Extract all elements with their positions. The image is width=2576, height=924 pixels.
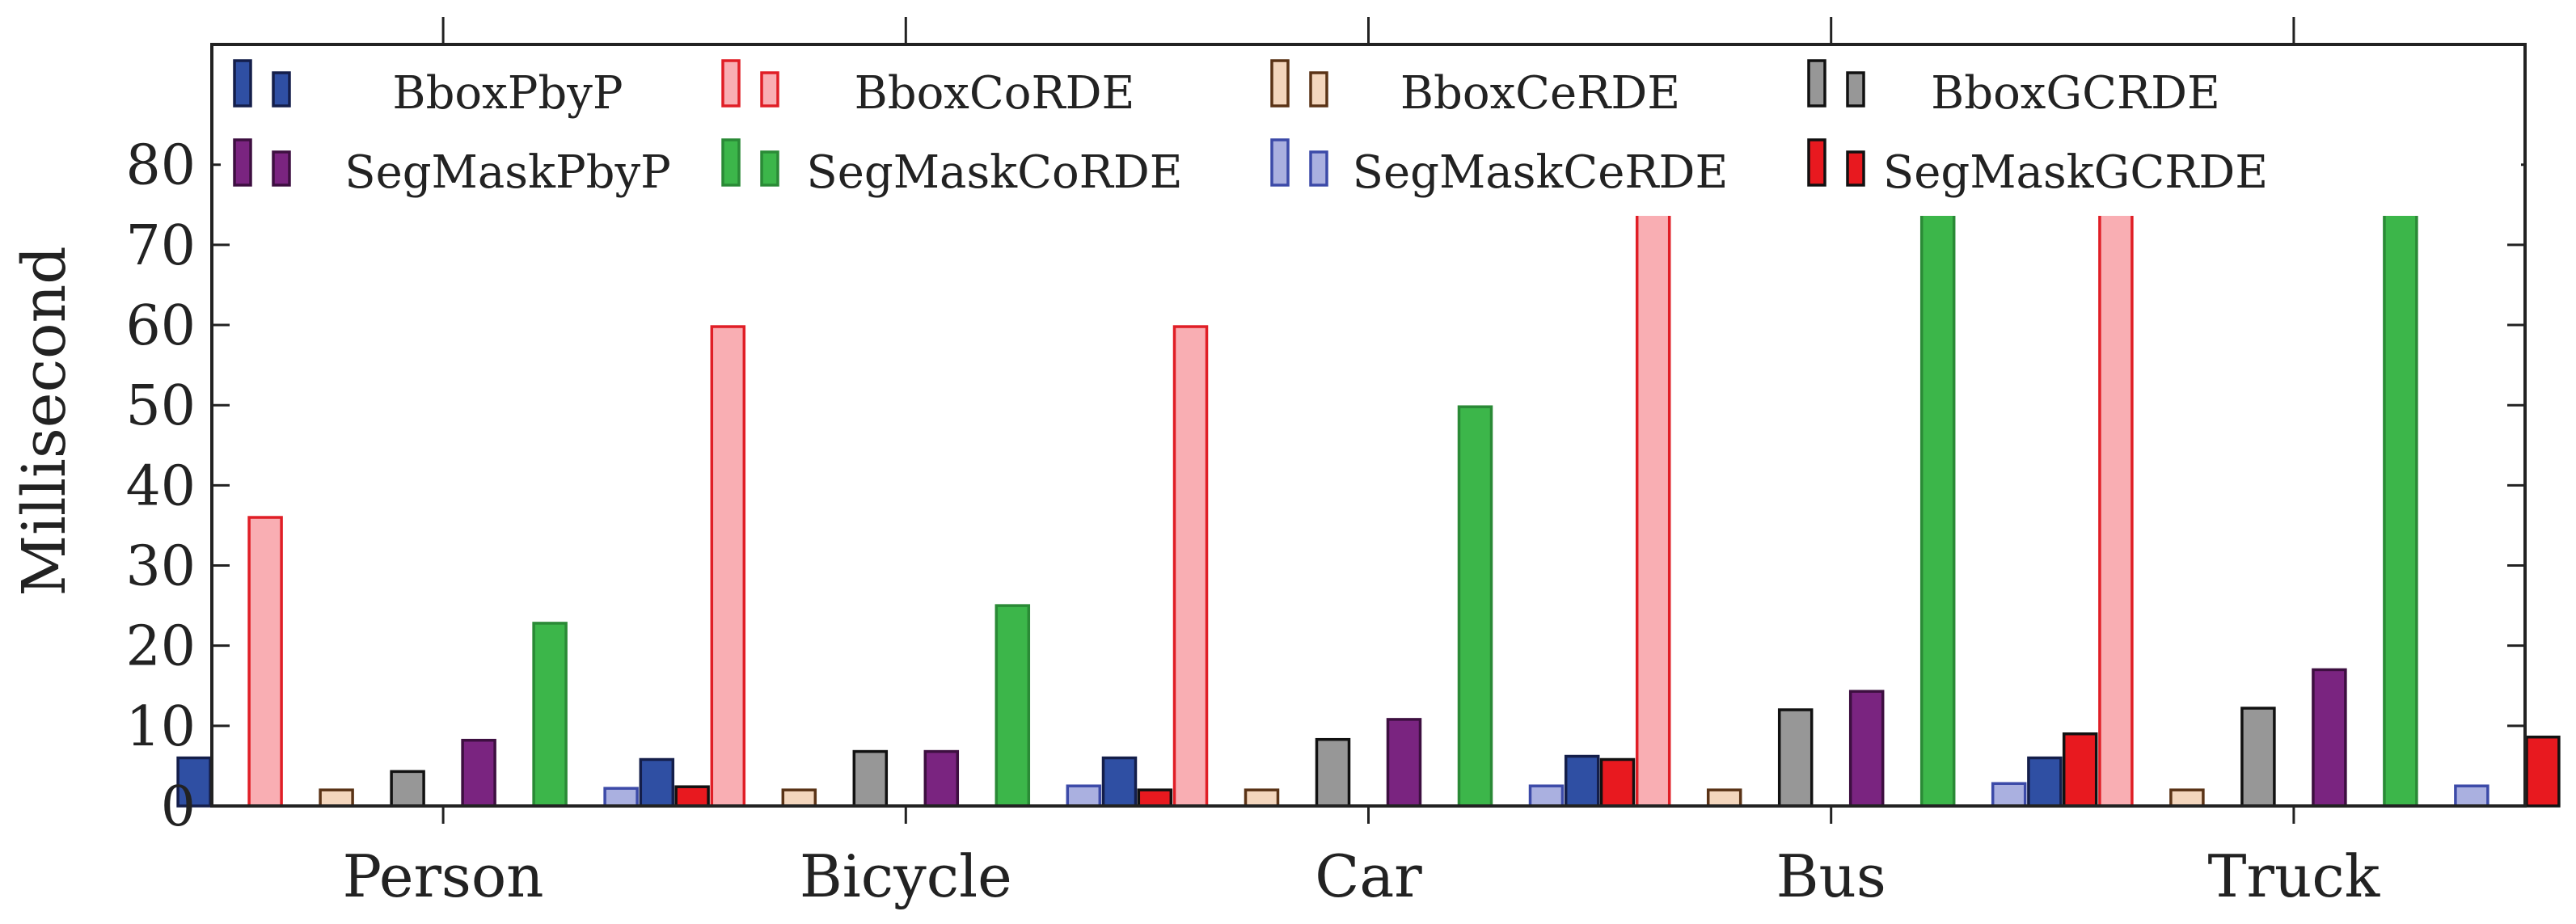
x-tick-label-bicycle: Bicycle [800, 842, 1012, 910]
bar-bboxpbyp-car [1101, 756, 1138, 808]
bar-segmaskcorde-car [1457, 405, 1493, 808]
bar-segmaskcorde-bus [1919, 168, 1956, 808]
bar-segmaskcerde-truck [2454, 784, 2489, 808]
legend-label-segmaskcerde: SegMaskCeRDE [1353, 146, 1729, 199]
bar-segmaskcerde-bus [1991, 782, 2027, 808]
legend: BboxPbyP BboxCoRDE BboxCeRDE BboxGCRDE SegMa… [221, 50, 2521, 216]
legend-swatch-small-bboxgcrde [1846, 71, 1865, 108]
bar-bboxcorde-bicycle [710, 325, 746, 808]
legend-swatch-small-bboxpbyp [272, 71, 291, 108]
y-tick-label-60: 60 [125, 294, 196, 358]
legend-swatch-segmaskgcrde [1807, 138, 1826, 187]
legend-swatch-small-bboxcerde [1309, 71, 1328, 108]
legend-swatch-small-segmaskgcrde [1846, 150, 1865, 187]
bar-segmaskcerde-car [1528, 784, 1565, 808]
x-tick-label-person: Person [343, 842, 544, 910]
legend-swatch-bboxpbyp [233, 59, 252, 108]
y-tick-label-20: 20 [125, 615, 196, 679]
bar-segmaskpbyp-person [461, 738, 496, 808]
legend-swatch-small-bboxcorde [760, 71, 779, 108]
bar-bboxcerde-car [1244, 788, 1280, 808]
bar-bboxcorde-car [1172, 325, 1209, 808]
bar-bboxpbyp-bicycle [639, 757, 675, 808]
y-tick-label-40: 40 [125, 454, 196, 518]
legend-background [221, 50, 2521, 216]
bar-segmaskpbyp-bus [1848, 690, 1885, 808]
legend-label-bboxcorde: BboxCoRDE [855, 67, 1135, 120]
y-tick-label-50: 50 [125, 374, 196, 438]
legend-swatch-small-segmaskpbyp [272, 150, 291, 187]
legend-swatch-small-segmaskcerde [1309, 150, 1328, 187]
legend-swatch-bboxcerde [1270, 59, 1290, 108]
y-tick-label-10: 10 [125, 695, 196, 759]
bar-segmaskpbyp-bicycle [923, 749, 960, 808]
bar-segmaskcerde-bicycle [1066, 784, 1102, 808]
bar-bboxgcrde-bus [1777, 708, 1814, 808]
bar-bboxcerde-truck [2169, 788, 2205, 808]
legend-label-segmaskcorde: SegMaskCoRDE [806, 146, 1182, 199]
bar-bboxpbyp-person [176, 756, 212, 808]
axis-layer: 0 10 20 30 40 50 60 70 80 Person Bicycle Car Bus Truc… [125, 17, 2527, 910]
bar-segmaskgcrde-truck [2525, 735, 2561, 808]
y-tick-label-70: 70 [125, 214, 196, 278]
bar-segmaskcorde-bicycle [995, 604, 1031, 808]
bar-bboxcorde-person [247, 516, 283, 808]
bar-segmaskgcrde-person [674, 785, 710, 808]
bar-bboxcerde-bicycle [781, 788, 817, 808]
legend-label-bboxcerde: BboxCeRDE [1400, 67, 1680, 120]
bar-bboxcerde-bus [1706, 788, 1742, 808]
bar-bboxgcrde-car [1315, 737, 1351, 808]
y-axis-label: Millisecond [10, 246, 79, 596]
bar-bboxcerde-person [319, 788, 354, 808]
bar-segmaskgcrde-bus [2062, 732, 2098, 808]
legend-swatch-segmaskcorde [721, 138, 741, 187]
bar-segmaskcorde-truck [2383, 172, 2418, 808]
x-tick-label-bus: Bus [1776, 842, 1886, 910]
legend-label-segmaskpbyp: SegMaskPbyP [344, 146, 671, 199]
legend-label-bboxgcrde: BboxGCRDE [1931, 67, 2220, 120]
bar-bboxpbyp-truck [2027, 756, 2063, 808]
legend-swatch-bboxcorde [721, 59, 741, 108]
y-tick-label-30: 30 [125, 535, 196, 599]
x-tick-label-truck: Truck [2208, 842, 2381, 910]
bar-bboxgcrde-person [390, 770, 425, 808]
bar-segmaskgcrde-bicycle [1137, 788, 1173, 808]
legend-swatch-small-segmaskcorde [760, 150, 779, 187]
bar-segmaskpbyp-truck [2312, 668, 2347, 808]
legend-swatch-segmaskcerde [1270, 138, 1290, 187]
legend-swatch-segmaskpbyp [233, 138, 252, 187]
bar-segmaskcorde-person [532, 622, 568, 808]
bar-bboxgcrde-bicycle [852, 749, 889, 808]
legend-label-bboxpbyp: BboxPbyP [392, 67, 623, 120]
x-tick-label-car: Car [1315, 842, 1422, 910]
bar-bboxgcrde-truck [2240, 707, 2276, 808]
y-tick-label-0: 0 [161, 775, 196, 839]
bar-segmaskcerde-person [603, 787, 639, 808]
bar-bboxpbyp-bus [1564, 754, 1600, 808]
y-tick-label-80: 80 [125, 134, 196, 198]
bar-segmaskgcrde-car [1599, 757, 1636, 808]
legend-label-segmaskgcrde: SegMaskGCRDE [1883, 146, 2268, 199]
bar-segmaskpbyp-car [1386, 718, 1422, 808]
bar-bboxcorde-bus [1635, 131, 1671, 808]
legend-swatch-bboxgcrde [1807, 59, 1826, 108]
